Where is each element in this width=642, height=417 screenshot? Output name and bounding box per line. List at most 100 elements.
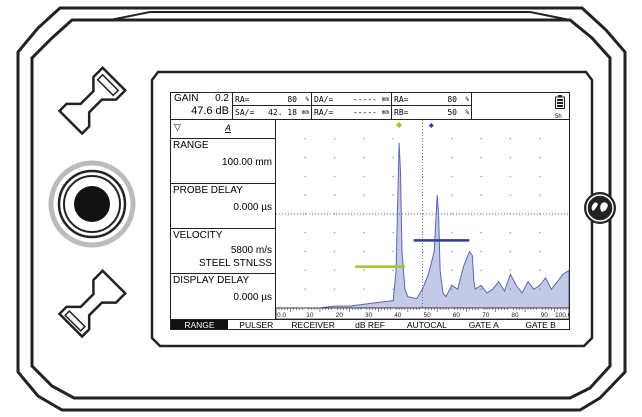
param-display-delay[interactable]: DISPLAY DELAY 0.000 µs bbox=[171, 274, 275, 319]
measurement-cell: RA/= ----- mm bbox=[312, 106, 392, 119]
measurement-unit: mm bbox=[301, 109, 309, 116]
grid-dot bbox=[363, 232, 365, 234]
grid-dot bbox=[304, 156, 306, 159]
grid-dot bbox=[539, 175, 541, 178]
grid-dot bbox=[392, 250, 394, 253]
param-value: 5800 m/s bbox=[230, 245, 272, 256]
measurement-label: SA/= bbox=[235, 108, 255, 117]
grid-dot bbox=[333, 232, 336, 234]
menu-item-gate-a[interactable]: GATE A bbox=[468, 320, 499, 330]
param-range[interactable]: RANGE 100.00 mm bbox=[171, 139, 275, 184]
grid-dot bbox=[509, 156, 512, 159]
grid-dot bbox=[539, 194, 541, 196]
measurement-label: RA/= bbox=[314, 108, 334, 117]
grid-dot bbox=[509, 175, 512, 178]
grid-dot bbox=[451, 175, 453, 178]
grid-dot bbox=[539, 156, 541, 159]
measurement-value: 42. 18 bbox=[268, 108, 297, 117]
grid-dot bbox=[509, 232, 512, 234]
grid-dot bbox=[363, 156, 365, 159]
menu-item-range[interactable]: RANGE bbox=[171, 320, 228, 329]
grid-dot bbox=[333, 288, 336, 290]
menu-item-db-ref[interactable]: dB REF bbox=[355, 320, 385, 330]
grid-dot bbox=[333, 250, 336, 253]
grid-dot bbox=[363, 269, 365, 272]
grid-dot bbox=[451, 194, 453, 196]
battery-icon bbox=[555, 95, 565, 109]
menu-item-gate-b[interactable]: GATE B bbox=[525, 320, 556, 330]
joystick-icon[interactable] bbox=[48, 160, 136, 248]
a-scan-plot: 0.0 10 20 30 40 50 60 70 80 90 100.0 bbox=[276, 120, 569, 319]
grid-dot bbox=[451, 232, 453, 234]
menu-item-pulser[interactable]: PULSER bbox=[239, 320, 274, 330]
grid-dot bbox=[509, 269, 512, 272]
param-probe-delay[interactable]: PROBE DELAY 0.000 µs bbox=[171, 184, 275, 229]
grid-dot bbox=[421, 250, 424, 253]
gate-b-marker bbox=[428, 123, 434, 128]
gate-a-marker bbox=[396, 122, 403, 128]
grid-dot bbox=[480, 156, 482, 159]
ge-logo-icon bbox=[584, 192, 616, 224]
scale-bar bbox=[276, 307, 569, 319]
param-title: RANGE bbox=[173, 140, 209, 151]
measurement-cell: RA= 80 % bbox=[233, 93, 312, 106]
measurement-label: RB= bbox=[394, 108, 409, 117]
measurement-value: ----- bbox=[352, 108, 377, 117]
grid-dot bbox=[451, 138, 453, 140]
grid-dot bbox=[509, 288, 512, 290]
grid-dot bbox=[539, 138, 541, 140]
grid-dot bbox=[392, 138, 394, 140]
grid-dot bbox=[480, 288, 482, 290]
grid-dot bbox=[333, 194, 336, 196]
grid-dot bbox=[392, 269, 394, 272]
grid-dot bbox=[363, 250, 365, 253]
grid-dot bbox=[392, 194, 394, 196]
gain-value: 47.6 dB bbox=[191, 105, 229, 117]
scale-tick-label: 10 bbox=[306, 312, 314, 319]
grid-dot bbox=[304, 250, 306, 253]
grid-dot bbox=[539, 250, 541, 253]
grid-dot bbox=[421, 175, 424, 178]
menu-item-receiver[interactable]: RECEIVER bbox=[291, 320, 335, 330]
gain-readout[interactable]: GAIN 0.2 47.6 dB bbox=[171, 93, 233, 119]
grid-dot bbox=[392, 232, 394, 234]
arrow-down-icon[interactable] bbox=[56, 268, 128, 340]
arrow-up-icon[interactable] bbox=[56, 66, 128, 136]
grid-dot bbox=[304, 232, 306, 234]
measurement-value: 50 bbox=[447, 108, 457, 117]
param-velocity[interactable]: VELOCITY 5800 m/s STEEL STNLSS bbox=[171, 229, 275, 274]
chevron-down-icon: ▽ bbox=[174, 122, 181, 132]
battery-label: 5h bbox=[555, 114, 562, 120]
scale-tick-label: 50 bbox=[424, 312, 432, 319]
instrument-screen: GAIN 0.2 47.6 dB RA= 80 % DA/= ----- mm R… bbox=[170, 92, 570, 330]
param-extra: STEEL STNLSS bbox=[199, 258, 272, 269]
grid-dot bbox=[480, 138, 482, 140]
grid-dot bbox=[451, 250, 453, 253]
measurement-cell: DA/= ----- mm bbox=[312, 93, 392, 106]
param-title: PROBE DELAY bbox=[173, 185, 243, 196]
menu-item-autocal[interactable]: AUTOCAL bbox=[406, 320, 447, 330]
grid-dot bbox=[333, 175, 336, 178]
grid-dot bbox=[509, 138, 512, 140]
measurement-unit: mm bbox=[381, 96, 389, 103]
grid-dot bbox=[451, 156, 453, 159]
grid-dot bbox=[363, 194, 365, 196]
measurement-unit: % bbox=[465, 96, 469, 103]
grid-dot bbox=[451, 213, 453, 215]
gain-step: 0.2 bbox=[215, 93, 229, 104]
status-header: GAIN 0.2 47.6 dB RA= 80 % DA/= ----- mm R… bbox=[171, 93, 569, 120]
param-title: VELOCITY bbox=[173, 230, 223, 241]
grid-dot bbox=[421, 156, 424, 159]
scale-tick-label: 80 bbox=[511, 312, 519, 319]
grid-dot bbox=[333, 269, 336, 272]
param-value: 100.00 mm bbox=[221, 157, 272, 168]
function-menu: RANGE PULSER RECEIVER dB REF AUTOCAL GAT… bbox=[171, 319, 569, 330]
grid-dot bbox=[392, 288, 394, 290]
grid-dot bbox=[539, 288, 541, 290]
grid-dot bbox=[539, 269, 541, 272]
grid-dot bbox=[333, 156, 336, 159]
grid-dot bbox=[451, 288, 453, 290]
grid-dot bbox=[539, 232, 541, 234]
grid-dot bbox=[304, 175, 306, 178]
param-value: 0.000 µs bbox=[233, 202, 272, 213]
